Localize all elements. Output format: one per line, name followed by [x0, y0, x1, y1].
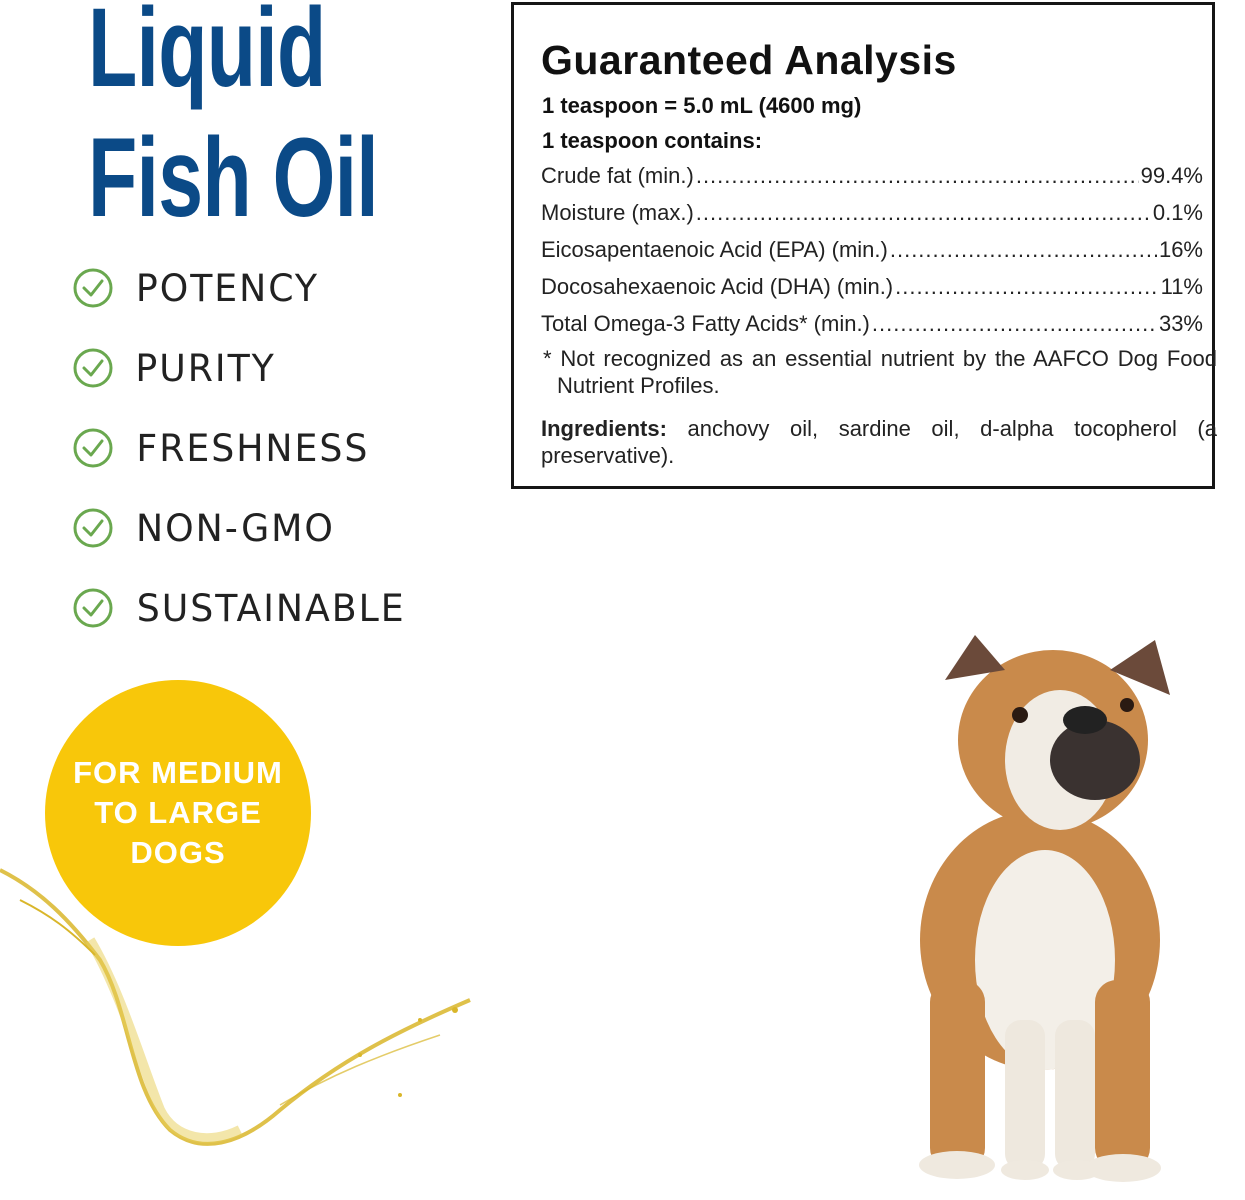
check-circle-icon	[73, 588, 113, 628]
nutrient-label: Crude fat (min.)	[541, 163, 694, 188]
ingredients: Ingredients: anchovy oil, sardine oil, d…	[541, 415, 1217, 469]
feature-label: PURITY	[135, 346, 276, 390]
guaranteed-analysis-panel: Guaranteed Analysis 1 teaspoon = 5.0 mL …	[511, 2, 1217, 489]
check-circle-icon	[73, 348, 113, 388]
analysis-title: Guaranteed Analysis	[541, 37, 957, 83]
nutrient-label: Moisture (max.)	[541, 200, 694, 225]
feature-item: PURITY	[72, 346, 277, 390]
feature-label: POTENCY	[135, 266, 320, 310]
feature-label: SUSTAINABLE	[136, 586, 406, 630]
bulldog-image	[919, 635, 1170, 1182]
badge-line-2: TO LARGE	[94, 795, 262, 830]
footnote: * Not recognized as an essential nutrien…	[543, 346, 1217, 398]
title-line-2: Fish Oil	[88, 115, 379, 240]
feature-label: NON-GMO	[136, 506, 335, 550]
badge-line-3: DOGS	[130, 835, 226, 870]
badge-line-1: FOR MEDIUM	[73, 755, 283, 790]
analysis-row: Crude fat (min.) 99.4%	[541, 163, 1203, 189]
analysis-row: Docosahexaenoic Acid (DHA) (min.) 11%	[541, 274, 1203, 300]
nutrient-label: Eicosapentaenoic Acid (EPA) (min.)	[541, 237, 888, 262]
nutrient-value: 16%	[1158, 237, 1203, 262]
check-circle-icon	[73, 268, 113, 308]
check-circle-icon	[73, 508, 113, 548]
nutrient-value: 0.1%	[1152, 200, 1203, 225]
feature-item: SUSTAINABLE	[72, 586, 408, 630]
contains-heading: 1 teaspoon contains:	[542, 128, 763, 153]
nutrient-label: Docosahexaenoic Acid (DHA) (min.)	[541, 274, 894, 299]
analysis-row: Total Omega-3 Fatty Acids* (min.) 33%	[541, 311, 1203, 337]
ingredients-label: Ingredients:	[541, 416, 667, 441]
check-circle-icon	[73, 428, 113, 468]
feature-item: NON-GMO	[72, 506, 337, 550]
leader-dots	[872, 311, 1157, 337]
oil-splash-image	[0, 868, 471, 1146]
leader-dots	[895, 274, 1158, 300]
analysis-row: Moisture (max.) 0.1%	[541, 200, 1203, 226]
title-line-1: Liquid	[88, 0, 326, 110]
feature-item: FRESHNESS	[72, 426, 372, 470]
dog-size-badge: FOR MEDIUM TO LARGE DOGS	[45, 680, 311, 946]
leader-dots	[696, 163, 1139, 189]
serving-size: 1 teaspoon = 5.0 mL (4600 mg)	[542, 93, 862, 118]
feature-item: POTENCY	[72, 266, 321, 310]
feature-label: FRESHNESS	[136, 426, 370, 470]
ingredients-text: anchovy oil, sardine oil, d-alpha tocoph…	[541, 416, 1217, 468]
nutrient-label: Total Omega-3 Fatty Acids* (min.)	[541, 311, 870, 336]
analysis-row: Eicosapentaenoic Acid (EPA) (min.) 16%	[541, 237, 1203, 263]
nutrient-value: 99.4%	[1140, 163, 1203, 188]
leader-dots	[890, 237, 1157, 263]
leader-dots	[696, 200, 1151, 226]
nutrient-value: 33%	[1158, 311, 1203, 336]
nutrient-value: 11%	[1160, 274, 1203, 299]
